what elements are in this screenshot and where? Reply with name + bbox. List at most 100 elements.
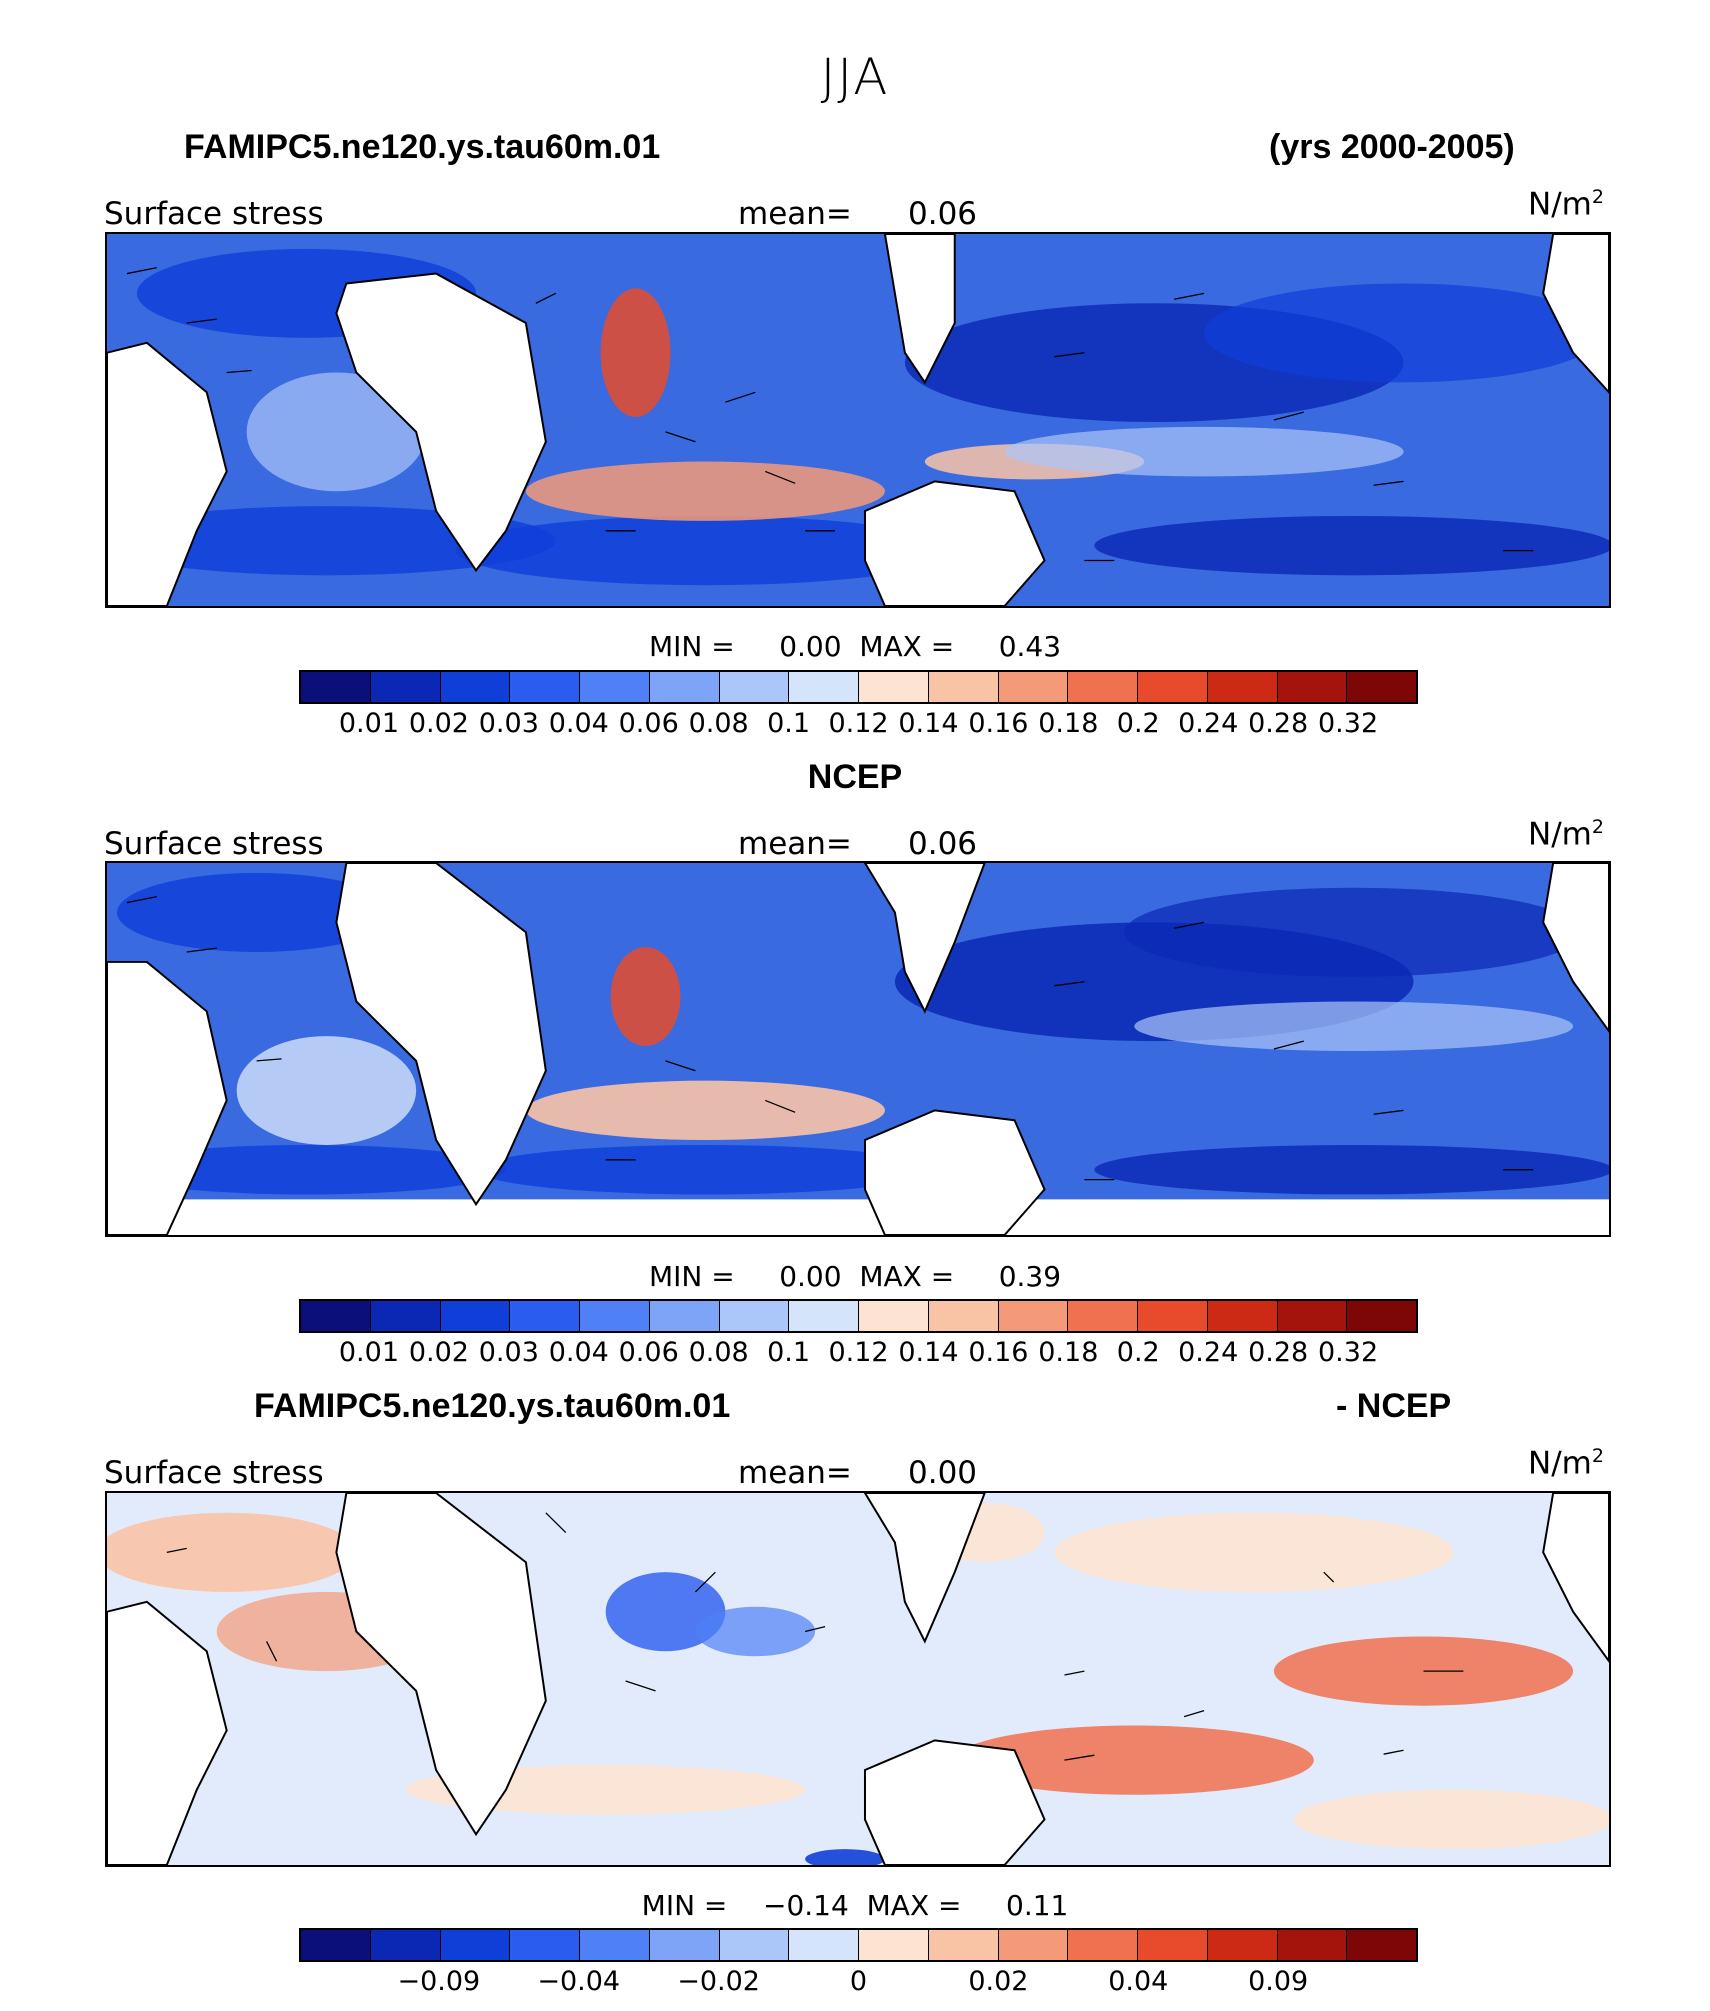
colorbar-tick-label: 0.04 — [1108, 1966, 1169, 1997]
colorbar-swatch — [1207, 1301, 1278, 1331]
colorbar-tick-label: 0.12 — [828, 708, 889, 739]
colorbar-tick-label: 0.2 — [1116, 708, 1160, 739]
panel3-field-label: Surface stress — [104, 1455, 324, 1491]
colorbar-tick-label: 0.24 — [1178, 708, 1239, 739]
colorbar-swatch — [510, 672, 580, 702]
colorbar-swatch — [1277, 1930, 1348, 1960]
colorbar-tick-label: 0.18 — [1038, 1337, 1099, 1368]
panel3-title-left: FAMIPC5.ne120.ys.tau60m.01 — [254, 1387, 731, 1425]
colorbar-swatch — [510, 1930, 580, 1960]
panel1-field-label: Surface stress — [104, 196, 324, 232]
colorbar-swatch — [1068, 1930, 1138, 1960]
colorbar-tick-label: 0.08 — [688, 1337, 749, 1368]
colorbar-tick-label: 0.06 — [618, 708, 679, 739]
panel3-minmax: MIN = −0.14 MAX = 0.11 — [641, 1889, 1069, 1922]
panel1-map — [105, 232, 1611, 608]
colorbar-swatch — [440, 1930, 511, 1960]
colorbar-swatch — [580, 1301, 650, 1331]
panel3-colorbar — [299, 1928, 1418, 1962]
colorbar-tick-label: 0.04 — [548, 708, 609, 739]
panel2-field-label: Surface stress — [104, 826, 324, 862]
panel3-map — [105, 1491, 1611, 1867]
panel1-colorbar — [299, 670, 1418, 704]
panel3-mean-label: mean= — [738, 1455, 852, 1491]
colorbar-swatch — [1068, 1301, 1138, 1331]
colorbar-swatch — [998, 672, 1069, 702]
colorbar-tick-label: 0.02 — [408, 1337, 469, 1368]
colorbar-swatch — [1138, 1930, 1208, 1960]
colorbar-swatch — [789, 1301, 859, 1331]
colorbar-tick-label: 0.1 — [767, 708, 811, 739]
colorbar-swatch — [789, 672, 859, 702]
colorbar-tick-label: 0.1 — [767, 1337, 811, 1368]
panel3-mean-value: 0.00 — [908, 1455, 978, 1491]
colorbar-swatch — [859, 1301, 929, 1331]
colorbar-tick-label: 0.14 — [898, 708, 959, 739]
colorbar-tick-label: 0.03 — [478, 708, 539, 739]
panel2-minmax: MIN = 0.00 MAX = 0.39 — [648, 1260, 1062, 1293]
colorbar-tick-label: 0.2 — [1116, 1337, 1160, 1368]
panel2-colorbar-ticks: 0.01 0.02 0.03 0.04 0.06 0.08 0.1 0.12 0.14 0.16 0… — [0, 1337, 1710, 1371]
colorbar-tick-label: 0.01 — [338, 1337, 399, 1368]
colorbar-tick-label: −0.04 — [537, 1966, 621, 1997]
colorbar-tick-label: 0.24 — [1178, 1337, 1239, 1368]
colorbar-swatch — [370, 672, 441, 702]
panel1-map-svg — [107, 234, 1609, 606]
colorbar-swatch — [649, 1301, 720, 1331]
panel2-units: N/m2 — [1528, 816, 1604, 853]
colorbar-tick-label: 0 — [849, 1966, 868, 1997]
panel1-mean-label: mean= — [738, 196, 852, 232]
colorbar-swatch — [719, 672, 790, 702]
panel1-minmax: MIN = 0.00 MAX = 0.43 — [648, 630, 1062, 663]
panel2-title: NCEP — [807, 758, 903, 796]
colorbar-swatch — [580, 672, 650, 702]
colorbar-swatch — [789, 1930, 859, 1960]
colorbar-tick-label: 0.03 — [478, 1337, 539, 1368]
colorbar-swatch — [1277, 1301, 1348, 1331]
colorbar-tick-label: 0.28 — [1248, 708, 1309, 739]
colorbar-swatch — [580, 1930, 650, 1960]
colorbar-tick-label: 0.01 — [338, 708, 399, 739]
colorbar-swatch — [1347, 1301, 1416, 1331]
colorbar-tick-label: 0.16 — [968, 1337, 1029, 1368]
colorbar-swatch — [1347, 672, 1416, 702]
colorbar-swatch — [510, 1301, 580, 1331]
colorbar-swatch — [719, 1930, 790, 1960]
colorbar-tick-label: 0.16 — [968, 708, 1029, 739]
panel3-map-svg — [107, 1493, 1609, 1865]
panel2-map-svg — [107, 863, 1609, 1235]
panel2-colorbar — [299, 1299, 1418, 1333]
colorbar-swatch — [1347, 1930, 1416, 1960]
colorbar-swatch — [1207, 1930, 1278, 1960]
colorbar-swatch — [1277, 672, 1348, 702]
colorbar-tick-label: −0.02 — [677, 1966, 760, 1997]
colorbar-swatch — [1138, 672, 1208, 702]
colorbar-swatch — [370, 1930, 441, 1960]
colorbar-swatch — [859, 1930, 929, 1960]
colorbar-swatch — [1207, 672, 1278, 702]
colorbar-tick-label: 0.04 — [548, 1337, 609, 1368]
colorbar-tick-label: 0.09 — [1248, 1966, 1309, 1997]
colorbar-swatch — [301, 1930, 371, 1960]
panel1-mean-value: 0.06 — [908, 196, 978, 232]
colorbar-swatch — [440, 672, 511, 702]
years-title: (yrs 2000-2005) — [1269, 128, 1515, 166]
colorbar-tick-label: 0.28 — [1248, 1337, 1309, 1368]
colorbar-swatch — [1068, 672, 1138, 702]
colorbar-swatch — [301, 672, 371, 702]
case-name-title: FAMIPC5.ne120.ys.tau60m.01 — [184, 128, 661, 166]
panel3-title-right: - NCEP — [1336, 1387, 1452, 1425]
colorbar-tick-label: 0.14 — [898, 1337, 959, 1368]
colorbar-tick-label: 0.06 — [618, 1337, 679, 1368]
colorbar-tick-label: 0.08 — [688, 708, 749, 739]
colorbar-tick-label: −0.09 — [397, 1966, 481, 1997]
colorbar-swatch — [649, 1930, 720, 1960]
colorbar-swatch — [928, 672, 999, 702]
colorbar-swatch — [928, 1301, 999, 1331]
colorbar-tick-label: 0.18 — [1038, 708, 1099, 739]
colorbar-swatch — [370, 1301, 441, 1331]
colorbar-swatch — [998, 1301, 1069, 1331]
colorbar-tick-label: 0.02 — [408, 708, 469, 739]
colorbar-swatch — [1138, 1301, 1208, 1331]
colorbar-swatch — [859, 672, 929, 702]
